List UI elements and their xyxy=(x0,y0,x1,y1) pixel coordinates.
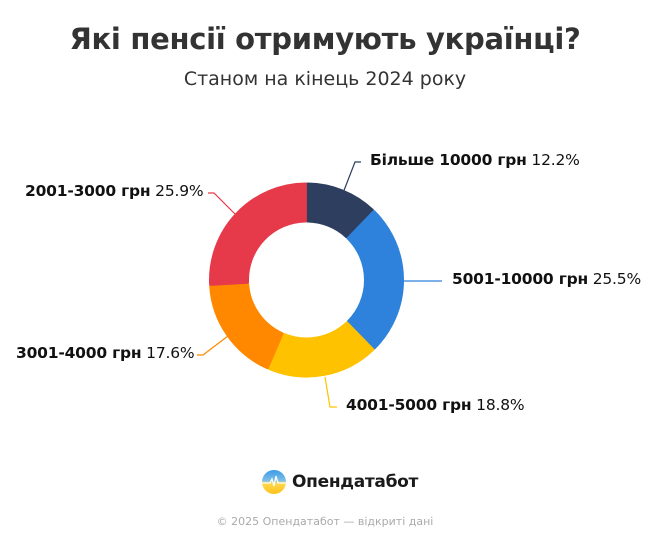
donut-segment xyxy=(209,282,284,370)
label-category: 5001-10000 грн xyxy=(452,270,588,288)
donut-segment xyxy=(346,210,404,350)
label-category: 3001-4000 грн xyxy=(16,344,142,362)
chart-subtitle: Станом на кінець 2024 року xyxy=(183,68,467,90)
label-5001-10000: 5001-10000 грн 25.5% xyxy=(452,270,641,288)
label-category: 4001-5000 грн xyxy=(346,396,472,414)
label-4001-5000: 4001-5000 грн 18.8% xyxy=(346,396,525,414)
label-percent: 17.6% xyxy=(146,344,195,362)
donut-segment xyxy=(209,182,307,286)
label-3001-4000: 3001-4000 грн 17.6% xyxy=(16,344,195,362)
donut-segment xyxy=(267,321,375,378)
leader-line-2001-3000 xyxy=(208,192,238,217)
label-over-10000: Більше 10000 грн 12.2% xyxy=(370,151,580,169)
label-category: Більше 10000 грн xyxy=(370,151,527,169)
footer-copyright: © 2025 Опендатабот — відкриті дані xyxy=(216,515,434,528)
label-category: 2001-3000 грн xyxy=(25,182,151,200)
leader-lines xyxy=(197,161,442,408)
label-percent: 18.8% xyxy=(476,396,525,414)
donut-segment xyxy=(306,182,374,239)
leader-line-3001-4000 xyxy=(197,335,229,356)
label-percent: 12.2% xyxy=(531,151,580,169)
opendatabot-logo-icon xyxy=(262,470,286,494)
chart-title: Які пенсії отримують українці? xyxy=(69,22,581,56)
donut-segments xyxy=(209,182,404,378)
leader-line-4001-5000 xyxy=(324,376,337,408)
label-percent: 25.9% xyxy=(155,182,204,200)
brand-name: Опендатабот xyxy=(292,472,419,492)
leader-line-over-10000 xyxy=(342,161,361,194)
brand: Опендатабот xyxy=(262,470,418,494)
label-percent: 25.5% xyxy=(592,270,641,288)
label-2001-3000: 2001-3000 грн 25.9% xyxy=(25,182,204,200)
